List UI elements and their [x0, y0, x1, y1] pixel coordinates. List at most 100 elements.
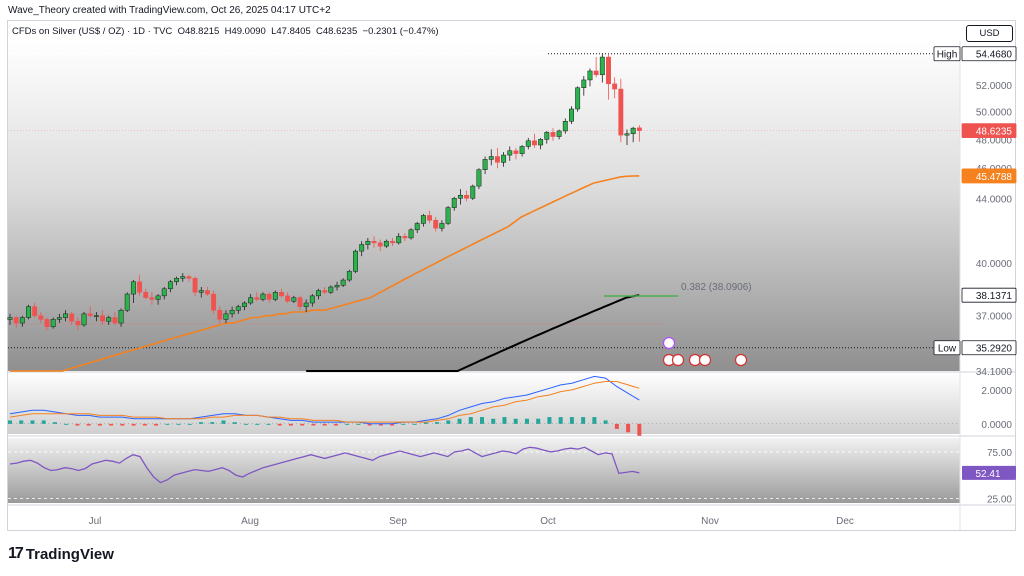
us-flag-event-icon: [688, 353, 702, 367]
candle-body-up: [223, 313, 229, 320]
candle: [624, 129, 630, 146]
candle: [81, 312, 87, 327]
tradingview-wordmark: TradingView: [25, 545, 114, 563]
macd-histogram-bar: [322, 423, 327, 426]
candle-body-up: [93, 315, 99, 317]
chart-caption: Wave_Theory created with TradingView.com…: [8, 5, 331, 16]
macd-histogram-bar: [491, 418, 496, 424]
price-tag-value: 35.2920: [976, 344, 1013, 355]
candle-body-down: [69, 313, 75, 322]
candle-body-up: [155, 295, 161, 300]
macd-histogram-bar: [637, 423, 642, 436]
high-key: H: [224, 26, 232, 37]
price-tag: 48.6235: [961, 123, 1017, 139]
candle: [414, 221, 420, 234]
candle: [87, 306, 93, 318]
macd-histogram-bar: [513, 418, 518, 424]
price-tag-label-box: [933, 46, 961, 62]
candle-body-down: [137, 281, 143, 293]
macd-histogram-bar: [457, 418, 462, 424]
candle: [211, 290, 217, 314]
macd-histogram-bar: [390, 423, 395, 426]
macd-histogram-bar: [64, 423, 69, 425]
candle-body-down: [254, 297, 260, 300]
rsi-value-text: 52.41: [975, 469, 1000, 480]
macd-histogram-bar: [30, 420, 35, 424]
candle-body-up: [439, 223, 445, 229]
candle: [427, 210, 433, 224]
macd-histogram-bar: [75, 423, 80, 426]
candle: [353, 249, 358, 274]
candle-body-up: [7, 317, 13, 320]
candle: [365, 237, 371, 250]
low-key: L: [271, 26, 277, 37]
price-axis-tick: 50.0000: [976, 108, 1013, 119]
rsi-line: [9, 446, 640, 484]
macd-histogram-bar: [558, 417, 563, 424]
macd-histogram-bar: [176, 423, 181, 425]
candle-body-down: [13, 317, 19, 324]
candle-body-up: [470, 185, 476, 199]
candle-body-up: [396, 236, 402, 244]
macd-histogram-bar: [165, 423, 170, 425]
candle-body-up: [587, 70, 593, 81]
fib-level-label: 0.382 (38.0906): [681, 282, 752, 293]
candle-body-down: [371, 240, 377, 244]
candle: [167, 280, 173, 293]
candle-body-down: [112, 317, 118, 324]
macd-histogram-bar: [480, 417, 485, 424]
price-tag-box: [961, 340, 1017, 356]
candle-body-down: [433, 219, 439, 229]
price-tag-box: [961, 168, 1017, 184]
candle: [291, 295, 297, 304]
candle: [217, 306, 223, 324]
candle: [383, 239, 389, 248]
price-pane-background: [8, 41, 960, 371]
macd-histogram-bar: [378, 423, 383, 426]
candle-body-up: [291, 297, 297, 302]
low-value: 47.8405: [276, 26, 311, 37]
candle-body-up: [488, 156, 494, 160]
time-axis-tick: Dec: [836, 516, 854, 527]
candle-body-up: [161, 288, 167, 297]
candle: [174, 276, 180, 286]
candle-body-up: [556, 130, 562, 137]
macd-histogram-bar: [592, 417, 597, 424]
candle-body-up: [229, 309, 235, 315]
candle: [587, 68, 593, 87]
candle: [420, 213, 426, 227]
candle: [439, 220, 445, 232]
rsi-axis-tick: 25.00: [987, 494, 1012, 505]
candle: [544, 130, 550, 144]
candle: [279, 288, 284, 298]
candle: [235, 304, 241, 314]
macd-histogram-bar: [266, 423, 271, 425]
macd-histogram-bar: [52, 422, 57, 424]
candle: [192, 276, 198, 296]
candle: [451, 196, 457, 211]
candle: [93, 312, 99, 322]
candle: [285, 292, 291, 304]
candle-body-up: [174, 278, 180, 283]
candle: [513, 147, 519, 160]
macd-histogram-bar: [109, 423, 114, 426]
candle: [396, 233, 402, 245]
macd-histogram-bar: [311, 423, 316, 426]
candle: [297, 295, 303, 311]
candle-body-up: [482, 159, 488, 170]
candle-body-up: [118, 309, 124, 324]
candle-body-up: [130, 281, 136, 295]
currency-button[interactable]: USD: [966, 25, 1013, 42]
symbol-label[interactable]: CFDs on Silver (US$ / OZ) · 1D · TVC: [12, 26, 173, 37]
candle: [124, 292, 130, 313]
price-tag-box: [961, 46, 1017, 62]
candle: [254, 292, 260, 302]
macd-histogram-bar: [412, 423, 417, 425]
candle: [519, 145, 525, 157]
rsi-value-box: [962, 465, 1016, 480]
candle-body-down: [149, 297, 155, 300]
candle-body-up: [525, 140, 531, 147]
candle-body-up: [476, 169, 482, 187]
candle-body-down: [494, 156, 500, 163]
